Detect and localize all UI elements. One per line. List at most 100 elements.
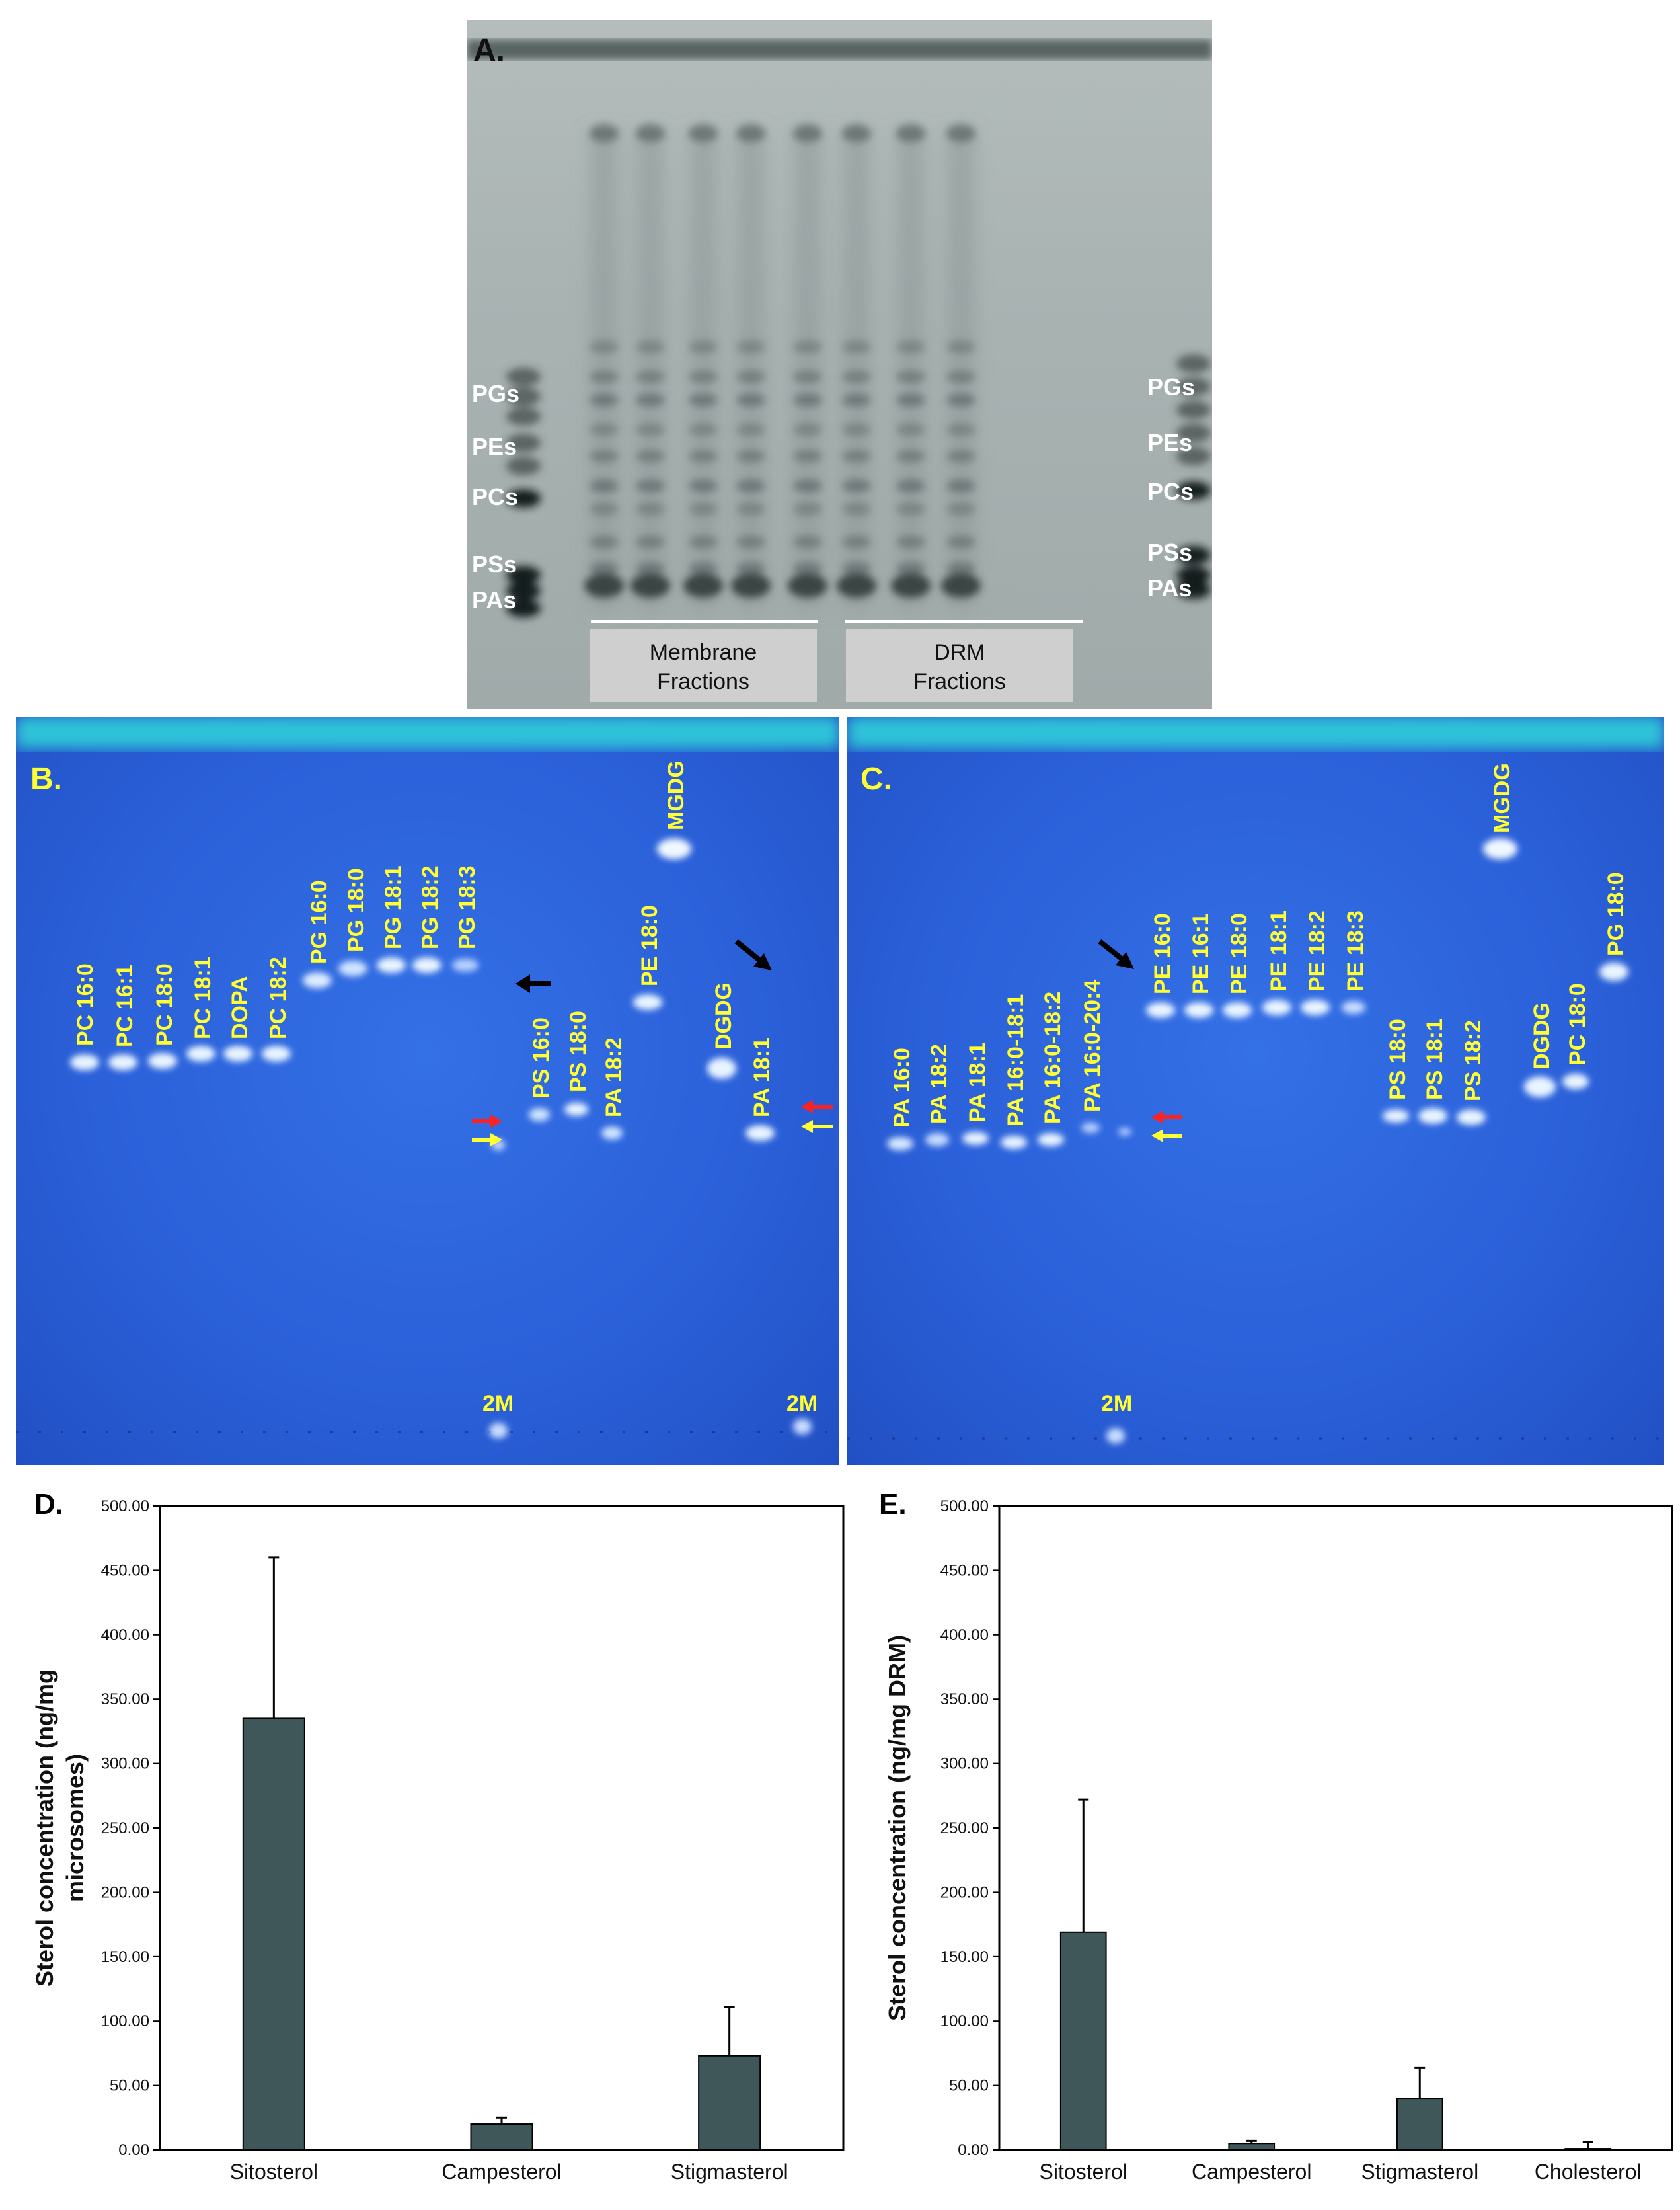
x-tick-label: Campesterol: [1192, 2160, 1311, 2184]
panel-c-spots: [887, 838, 1628, 1444]
lane-label: PC 18:0: [152, 963, 177, 1046]
panel-c-svg: C. PA 16:0 PA 18:2 PA 18:1 PA 16:0-18:1 PA 1…: [847, 717, 1664, 1444]
lane-label: PG 18:0: [344, 868, 369, 952]
panel-d-svg: D. 0.00 50.00 100.00 150.00 200.00 250.00 300.…: [31, 1488, 845, 2184]
drm-box-line1: DRM: [934, 640, 985, 665]
panel-c-solvent-front: [847, 717, 1664, 748]
y-tick-label: 50.00: [949, 2077, 989, 2095]
panel-b-solvent-front: [16, 717, 839, 748]
y-tick-label: 0.00: [118, 2141, 149, 2159]
y-tick-label: 500.00: [940, 1497, 989, 1515]
black-arrow-b1: [515, 974, 551, 993]
label-pas-left: PAs: [472, 586, 516, 613]
drm-box-line2: Fractions: [913, 669, 1006, 694]
lane-label: PA 18:2: [927, 1044, 952, 1124]
panel-e-chart: E. 0.00 50.00 100.00 150.00 200.00 250.00 300.…: [853, 1481, 1680, 2207]
lane-label: DOPA: [227, 976, 252, 1039]
lane-label: PC 16:0: [73, 963, 98, 1046]
y-tick-label: 50.00: [110, 2077, 149, 2095]
panel-a-letter: A.: [473, 33, 505, 68]
lane-label: DGDG: [711, 982, 736, 1050]
panel-a-tlc-plate: A. PGs PEs PCs PSs PAs PGs PEs PCs PSs P…: [467, 20, 1212, 709]
label-pas-right: PAs: [1147, 574, 1192, 602]
membrane-box-line1: Membrane: [650, 640, 757, 665]
lane-label: PG 18:0: [1603, 872, 1628, 956]
bar-campesterol: [1228, 2143, 1276, 2151]
panel-c-tlc-plate: C. PA 16:0 PA 18:2 PA 18:1 PA 16:0-18:1 PA 1…: [847, 717, 1664, 1465]
x-tick-label: Campesterol: [441, 2160, 561, 2184]
sample-lane-bands: [584, 124, 981, 598]
lane-label: PC 16:1: [112, 965, 137, 1047]
y-tick-label: 300.00: [940, 1755, 989, 1773]
solvent-front: [467, 40, 1212, 59]
label-pgs-left: PGs: [472, 380, 519, 407]
standard-lane-bands: [506, 354, 1211, 617]
y-tick-label: 350.00: [101, 1690, 149, 1708]
y-axis-label: Sterol concentration (ng/mg: [31, 1669, 58, 1987]
lane-label: PE 16:1: [1188, 913, 1213, 994]
label-pss-right: PSs: [1147, 539, 1192, 566]
lane-label: PS 18:0: [566, 1011, 591, 1092]
lane-label: PA 18:2: [601, 1037, 627, 1117]
lane-label: MGDG: [1490, 763, 1515, 833]
label-pcs-right: PCs: [1147, 478, 1194, 505]
yellow-arrow-c1: [1151, 1129, 1182, 1142]
y-tick-label: 250.00: [940, 1819, 989, 1837]
y-tick-label: 500.00: [101, 1497, 149, 1515]
label-pgs-right: PGs: [1147, 374, 1195, 401]
panel-b-letter: B.: [30, 762, 62, 797]
y-tick-label: 150.00: [101, 1948, 149, 1966]
black-arrow-c1: [1098, 939, 1134, 969]
black-arrow-b2: [734, 939, 772, 970]
red-arrow-b2: [801, 1100, 833, 1113]
panel-a-svg: A. PGs PEs PCs PSs PAs PGs PEs PCs PSs P…: [467, 33, 1212, 702]
lane-label: PA 18:1: [749, 1037, 775, 1117]
y-tick-label: 100.00: [101, 2012, 149, 2030]
panel-e-svg: E. 0.00 50.00 100.00 150.00 200.00 250.00 300.…: [879, 1488, 1673, 2184]
panel-b-spots: [70, 838, 812, 1439]
lane-label: PE 18:0: [1227, 913, 1252, 994]
panel-b-marker-2: 2M: [786, 1391, 818, 1416]
y-tick-label: 150.00: [940, 1948, 989, 1966]
lane-label: PC 18:1: [190, 957, 215, 1039]
red-arrow-c1: [1151, 1111, 1182, 1124]
y-tick-label: 100.00: [940, 2012, 989, 2030]
bar-stigmasterol: [1396, 2098, 1443, 2151]
y-tick-label: 250.00: [101, 1819, 149, 1837]
y-tick-label: 450.00: [101, 1561, 149, 1579]
panel-b-tlc-plate: B. PC 16:0 PC 16:1 PC 18:0 PC 18:1 DOPA PC 18…: [16, 717, 839, 1465]
x-tick-label: Sitosterol: [1040, 2160, 1127, 2184]
panel-c-letter: C.: [860, 762, 892, 797]
y-tick-label: 400.00: [940, 1626, 989, 1644]
label-pes-right: PEs: [1147, 429, 1192, 456]
y-tick-label: 400.00: [101, 1626, 149, 1644]
y-tick-label: 200.00: [940, 1883, 989, 1901]
membrane-box-line2: Fractions: [657, 669, 749, 694]
lane-label: PE 18:1: [1266, 910, 1291, 992]
lane-label: PS 18:0: [1385, 1019, 1410, 1100]
panel-a-right-labels: PGs PEs PCs PSs PAs: [1147, 374, 1195, 602]
panel-b-arrows: [472, 939, 833, 1146]
y-axis-label: Sterol concentration (ng/mg DRM): [884, 1635, 911, 2021]
lane-label: PG 18:3: [455, 865, 480, 949]
lane-label: PS 18:2: [1461, 1020, 1486, 1101]
lane-label: PG 18:2: [418, 865, 443, 949]
lane-label: PE 18:0: [637, 905, 662, 986]
lane-label: PA 18:1: [965, 1043, 990, 1123]
y-tick-label: 350.00: [940, 1690, 989, 1708]
panel-c-marker: 2M: [1101, 1391, 1132, 1416]
lane-label: PA 16:0-20:4: [1080, 980, 1105, 1112]
lane-label: PS 18:1: [1422, 1019, 1447, 1100]
lane-label: PA 16:0-18:1: [1003, 994, 1028, 1126]
lane-label: PA 16:0: [890, 1048, 915, 1128]
lane-label: PS 16:0: [529, 1017, 554, 1099]
lane-label: PE 18:3: [1343, 910, 1368, 992]
lane-label: PA 16:0-18:2: [1040, 992, 1065, 1124]
membrane-fractions-box: [590, 629, 817, 702]
lane-label: PC 18:2: [266, 957, 291, 1039]
y-tick-label: 200.00: [101, 1883, 149, 1901]
label-pss-left: PSs: [472, 551, 517, 578]
x-tick-label: Sitosterol: [230, 2160, 318, 2184]
panel-b-lane-labels: PC 16:0 PC 16:1 PC 18:0 PC 18:1 DOPA PC 18:2 P…: [73, 760, 775, 1117]
lane-label: PG 18:1: [381, 865, 406, 949]
